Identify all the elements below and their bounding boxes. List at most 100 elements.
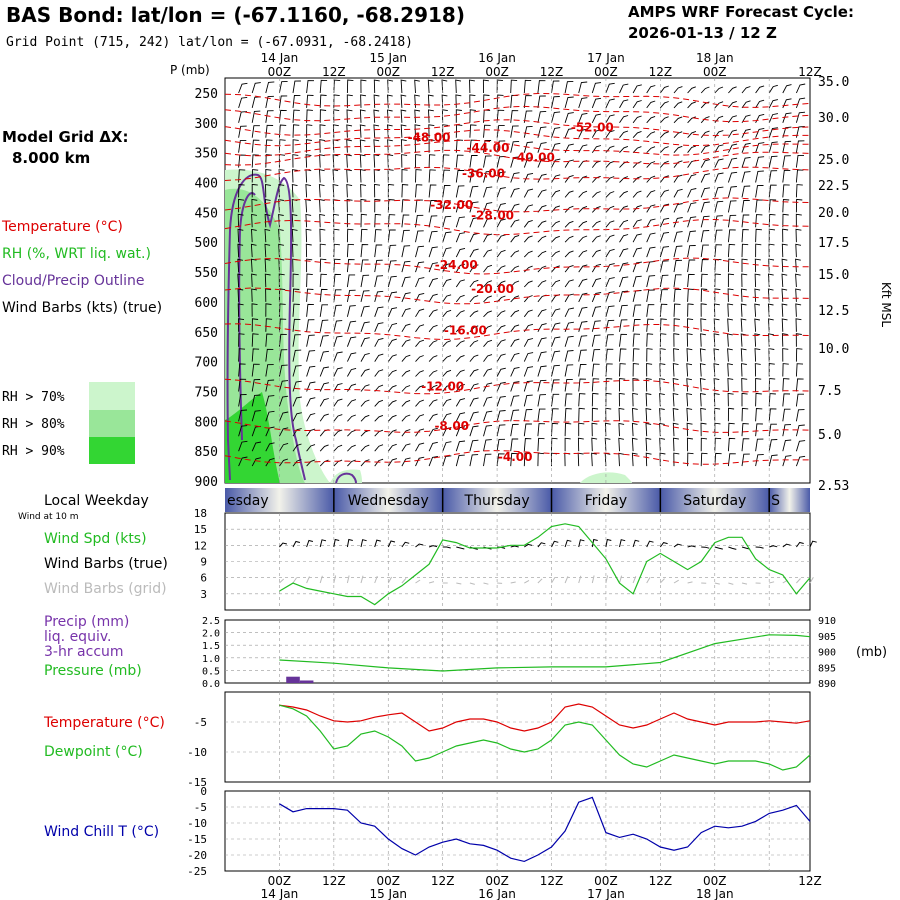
wind-barb <box>686 437 693 452</box>
wind-barb <box>727 377 734 392</box>
wind-barb <box>768 84 778 94</box>
wind-barb <box>442 294 452 303</box>
temperature-label: -8.00 <box>434 419 469 433</box>
grid-wind-barb <box>306 576 310 584</box>
rh80-label: RH > 80% <box>2 417 65 432</box>
wind-barb <box>359 139 366 153</box>
wind-barb <box>768 184 777 198</box>
wind-barb <box>619 130 629 138</box>
wind-barb <box>510 423 519 437</box>
wind-barb <box>483 170 492 183</box>
wind-barb <box>401 323 411 333</box>
wind-barb <box>415 154 422 168</box>
wind-barb <box>401 385 411 392</box>
wind-barb <box>510 352 520 362</box>
wind-barb <box>604 422 611 437</box>
wind-barb <box>564 307 574 317</box>
wind-barb <box>387 139 393 153</box>
wind-barb <box>672 393 679 407</box>
wind-barb <box>360 384 370 392</box>
wind-barb <box>360 399 370 407</box>
wind-barb <box>591 349 601 362</box>
wind-barb <box>292 169 298 183</box>
wind-barb <box>469 170 479 183</box>
wind-barb <box>782 455 792 467</box>
wind-barb <box>537 423 546 437</box>
rh70-swatch <box>89 382 135 410</box>
wind-barb <box>469 248 479 258</box>
wind-barb <box>632 115 642 124</box>
grid-wind-barb <box>769 581 775 584</box>
wind-barb <box>782 408 791 422</box>
wind-barb <box>741 128 751 138</box>
wind-barb <box>686 422 693 437</box>
wind-barb <box>754 303 760 317</box>
wind-barb <box>619 248 629 258</box>
wind-barb <box>591 292 602 303</box>
wind-barb <box>659 452 666 467</box>
wind-barb <box>346 259 355 273</box>
wind-barb <box>578 378 587 392</box>
wind-barb <box>659 101 669 109</box>
wind-barb <box>415 230 424 243</box>
wind-barb <box>401 168 408 183</box>
wind-barb <box>687 452 694 467</box>
wind-barb <box>306 334 315 347</box>
wind-barb <box>578 264 588 273</box>
wind-barb <box>292 459 302 467</box>
wind-barb <box>632 261 642 273</box>
wind-barb <box>510 110 519 123</box>
wind-barb <box>496 381 506 392</box>
wind-barb <box>292 243 298 258</box>
wind-barb <box>374 198 381 213</box>
height-axis-label: Kft MSL <box>879 282 893 327</box>
wind-barb <box>265 288 272 302</box>
wind-barb <box>496 339 506 347</box>
wind-barb <box>319 413 329 422</box>
grid-wind-barb <box>551 577 556 584</box>
wind-barb <box>278 349 288 362</box>
wind-barb <box>319 304 328 317</box>
wind-barb <box>374 458 384 467</box>
wind-barb <box>591 129 602 138</box>
wind-barb <box>578 112 588 123</box>
wind-barb <box>727 407 735 422</box>
wind-barb <box>374 429 384 437</box>
true-wind-barb <box>646 540 654 548</box>
wind-barb <box>591 306 602 317</box>
bottom-hour-label: 00Z <box>485 874 509 888</box>
wind-barb <box>360 183 367 198</box>
wind-barb <box>673 160 683 168</box>
wind-barb <box>483 453 492 467</box>
wind-barb <box>605 160 615 168</box>
wind-barb <box>591 437 598 452</box>
wind-barb <box>401 214 410 228</box>
wind-barb <box>469 155 478 168</box>
wind-barb <box>483 155 492 168</box>
wind-barb <box>510 381 520 392</box>
wind-barb <box>591 191 601 198</box>
windchill-ytick: -15 <box>187 833 207 846</box>
wind-barb <box>251 213 257 228</box>
wind-barb <box>360 368 370 377</box>
wind-barb <box>442 441 452 452</box>
wind-barb <box>714 200 724 213</box>
wind-barb <box>401 245 411 258</box>
windchill-ytick: 0 <box>200 785 207 798</box>
grid-wind-barb <box>387 576 393 584</box>
wind-barb <box>605 82 615 94</box>
wind-barb <box>768 170 778 183</box>
wind-barb <box>483 439 492 452</box>
wind-barb <box>755 156 765 168</box>
wind-barb <box>319 154 325 168</box>
wind-barb <box>346 352 357 362</box>
wind-barb <box>400 79 407 94</box>
wind-barb <box>415 214 424 228</box>
wind-barb <box>237 303 244 317</box>
wind-barb <box>251 441 262 452</box>
wind-barb <box>700 303 707 317</box>
wind-barb <box>442 455 452 467</box>
wind-barb <box>292 380 302 392</box>
grid-wind-barb <box>564 576 569 584</box>
temperature-label: -16.00 <box>444 324 487 338</box>
